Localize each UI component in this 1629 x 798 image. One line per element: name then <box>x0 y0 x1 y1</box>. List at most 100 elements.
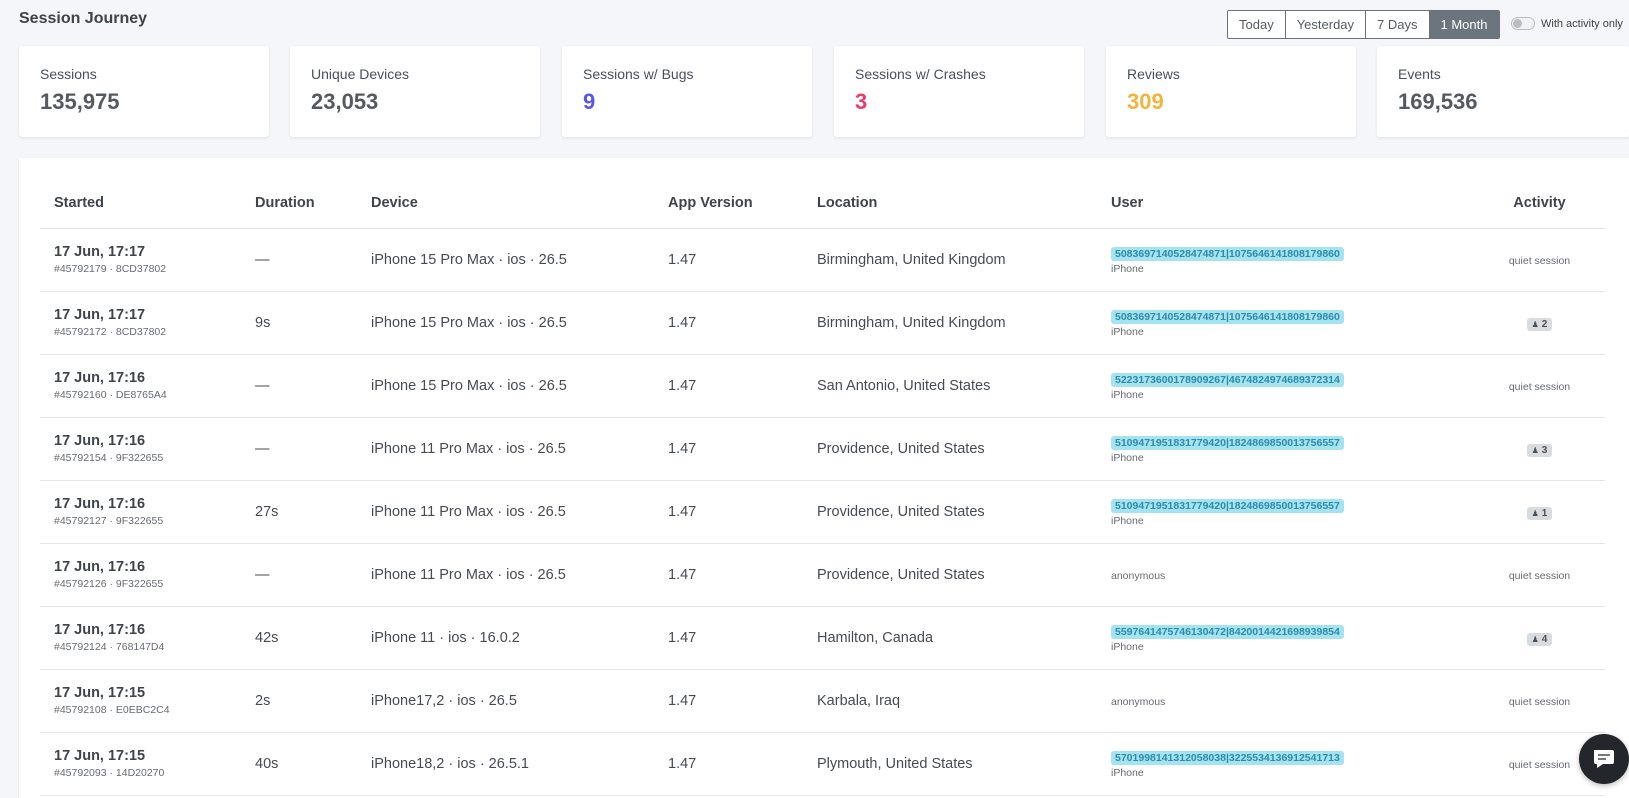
user-device: iPhone <box>1111 451 1144 464</box>
page-title: Session Journey <box>19 10 148 27</box>
cell-device: iPhone 15 Pro Max · ios · 26.5 <box>357 228 654 292</box>
cell-duration: 2s <box>241 669 357 733</box>
cell-activity: quiet session <box>1474 669 1605 733</box>
activity-count: 2 <box>1541 318 1548 330</box>
table-header-row: Started Duration Device App Version Loca… <box>40 178 1605 229</box>
activity-status: quiet session <box>1508 569 1571 582</box>
activity-only-toggle[interactable]: With activity only <box>1511 17 1623 30</box>
cell-location: San Antonio, United States <box>803 354 1097 418</box>
activity-status: quiet session <box>1508 254 1571 267</box>
column-header-user[interactable]: User <box>1097 178 1474 229</box>
activity-badge[interactable]: ♟ 3 <box>1526 443 1553 457</box>
cell-app-version: 1.47 <box>654 354 803 418</box>
cell-device: iPhone 11 Pro Max · ios · 26.5 <box>357 543 654 607</box>
session-ref: #45792093 · 14D20270 <box>54 767 165 779</box>
cell-device: iPhone18,2 · ios · 26.5.1 <box>357 732 654 796</box>
cell-user: 5109471951831779420|1824869850013756557 i… <box>1097 417 1474 481</box>
stat-card-reviews: Reviews 309 <box>1106 46 1356 137</box>
table-row[interactable]: 17 Jun, 17:17 #45792179 · 8CD37802— iPhone… <box>40 228 1605 292</box>
column-header-activity[interactable]: Activity <box>1474 178 1605 229</box>
cell-location: Providence, United States <box>803 480 1097 544</box>
activity-badge[interactable]: ♟ 1 <box>1526 506 1553 520</box>
started-time: 17 Jun, 17:15 <box>54 748 146 764</box>
person-icon: ♟ <box>1531 319 1539 329</box>
cell-user: 5223173600178909267|4674824974689372314 i… <box>1097 354 1474 418</box>
table-row[interactable]: 17 Jun, 17:17 #45792172 · 8CD37802 9s iPhon… <box>40 291 1605 355</box>
cell-device: iPhone 15 Pro Max · ios · 26.5 <box>357 354 654 418</box>
stat-value: 309 <box>1127 89 1164 114</box>
column-header-app-version[interactable]: App Version <box>654 178 803 229</box>
range-yesterday-button[interactable]: Yesterday <box>1285 11 1367 38</box>
table-row[interactable]: 17 Jun, 17:16 #45792154 · 9F322655— iPhone… <box>40 417 1605 481</box>
cell-location: Karbala, Iraq <box>803 669 1097 733</box>
activity-status: quiet session <box>1508 380 1571 393</box>
stat-value: 169,536 <box>1398 89 1478 114</box>
column-header-location[interactable]: Location <box>803 178 1097 229</box>
cell-activity: quiet session <box>1474 354 1605 418</box>
table-row[interactable]: 17 Jun, 17:15 #45792108 · E0EBC2C4 2s iPhon… <box>40 669 1605 733</box>
range-today-button[interactable]: Today <box>1228 11 1286 38</box>
cell-user: 5701998141312058038|3225534136912541713 i… <box>1097 732 1474 796</box>
user-id-chip[interactable]: 5083697140528474871|1075646141808179860 <box>1111 246 1344 261</box>
stat-value: 23,053 <box>311 89 379 114</box>
cell-started: 17 Jun, 17:16 #45792160 · DE8765A4 <box>40 354 241 418</box>
activity-badge[interactable]: ♟ 2 <box>1526 317 1553 331</box>
user-id-chip[interactable]: 5223173600178909267|4674824974689372314 <box>1111 372 1344 387</box>
table-row[interactable]: 17 Jun, 17:16 #45792160 · DE8765A4— iPhone… <box>40 354 1605 418</box>
cell-user: 5083697140528474871|1075646141808179860 i… <box>1097 291 1474 355</box>
column-header-started[interactable]: Started <box>40 178 241 229</box>
toggle-knob <box>1513 19 1522 28</box>
session-ref: #45792108 · E0EBC2C4 <box>54 704 170 716</box>
user-id-chip[interactable]: 5597641475746130472|8420014421698939854 <box>1111 624 1344 639</box>
chat-bubble-icon <box>1594 750 1614 768</box>
cell-device: iPhone 15 Pro Max · ios · 26.5 <box>357 291 654 355</box>
stat-card-sessions-with-bugs: Sessions w/ Bugs 9 <box>562 46 812 137</box>
started-time: 17 Jun, 17:16 <box>54 370 146 386</box>
user-id-chip[interactable]: 5701998141312058038|3225534136912541713 <box>1111 750 1344 765</box>
stat-label: Sessions w/ Crashes <box>855 66 986 82</box>
cell-started: 17 Jun, 17:16 #45792127 · 9F322655 <box>40 480 241 544</box>
stat-label: Sessions w/ Bugs <box>583 66 694 82</box>
cell-duration: — <box>241 417 357 481</box>
table-row[interactable]: 17 Jun, 17:15 #45792093 · 14D20270 40s iPho… <box>40 732 1605 796</box>
started-time: 17 Jun, 17:16 <box>54 433 146 449</box>
cell-user: anonymous <box>1097 669 1474 733</box>
date-range-selector: Today Yesterday 7 Days 1 Month <box>1227 10 1500 39</box>
cell-app-version: 1.47 <box>654 228 803 292</box>
user-device: iPhone <box>1111 388 1144 401</box>
started-time: 17 Jun, 17:17 <box>54 244 146 260</box>
started-time: 17 Jun, 17:17 <box>54 307 146 323</box>
cell-activity: ♟ 2 <box>1474 291 1605 355</box>
activity-count: 1 <box>1541 507 1548 519</box>
activity-badge[interactable]: ♟ 4 <box>1526 632 1553 646</box>
toggle-switch[interactable] <box>1511 17 1535 30</box>
cell-device: iPhone 11 · ios · 16.0.2 <box>357 606 654 670</box>
user-anonymous: anonymous <box>1111 569 1166 582</box>
cell-location: Providence, United States <box>803 543 1097 607</box>
cell-device: iPhone17,2 · ios · 26.5 <box>357 669 654 733</box>
cell-app-version: 1.47 <box>654 480 803 544</box>
user-id-chip[interactable]: 5083697140528474871|1075646141808179860 <box>1111 309 1344 324</box>
range-7-days-button[interactable]: 7 Days <box>1366 11 1430 38</box>
cell-user: 5083697140528474871|1075646141808179860 i… <box>1097 228 1474 292</box>
cell-user: anonymous <box>1097 543 1474 607</box>
stat-label: Sessions <box>40 66 97 82</box>
cell-duration: 9s <box>241 291 357 355</box>
table-row[interactable]: 17 Jun, 17:16 #45792127 · 9F322655 27s iPho… <box>40 480 1605 544</box>
column-header-device[interactable]: Device <box>357 178 654 229</box>
cell-app-version: 1.47 <box>654 543 803 607</box>
range-1-month-button[interactable]: 1 Month <box>1429 11 1499 38</box>
started-time: 17 Jun, 17:16 <box>54 622 146 638</box>
column-header-duration[interactable]: Duration <box>241 178 357 229</box>
session-ref: #45792127 · 9F322655 <box>54 515 164 527</box>
cell-app-version: 1.47 <box>654 291 803 355</box>
user-id-chip[interactable]: 5109471951831779420|1824869850013756557 <box>1111 435 1344 450</box>
user-id-chip[interactable]: 5109471951831779420|1824869850013756557 <box>1111 498 1344 513</box>
cell-duration: — <box>241 543 357 607</box>
started-time: 17 Jun, 17:16 <box>54 559 146 575</box>
stat-card-sessions: Sessions 135,975 <box>19 46 269 137</box>
table-row[interactable]: 17 Jun, 17:16 #45792126 · 9F322655 — iPhone… <box>40 543 1605 607</box>
chat-launcher-button[interactable] <box>1579 734 1629 784</box>
table-row[interactable]: 17 Jun, 17:16 #45792124 · 768147D4 42s iPho… <box>40 606 1605 670</box>
user-device: iPhone <box>1111 325 1144 338</box>
